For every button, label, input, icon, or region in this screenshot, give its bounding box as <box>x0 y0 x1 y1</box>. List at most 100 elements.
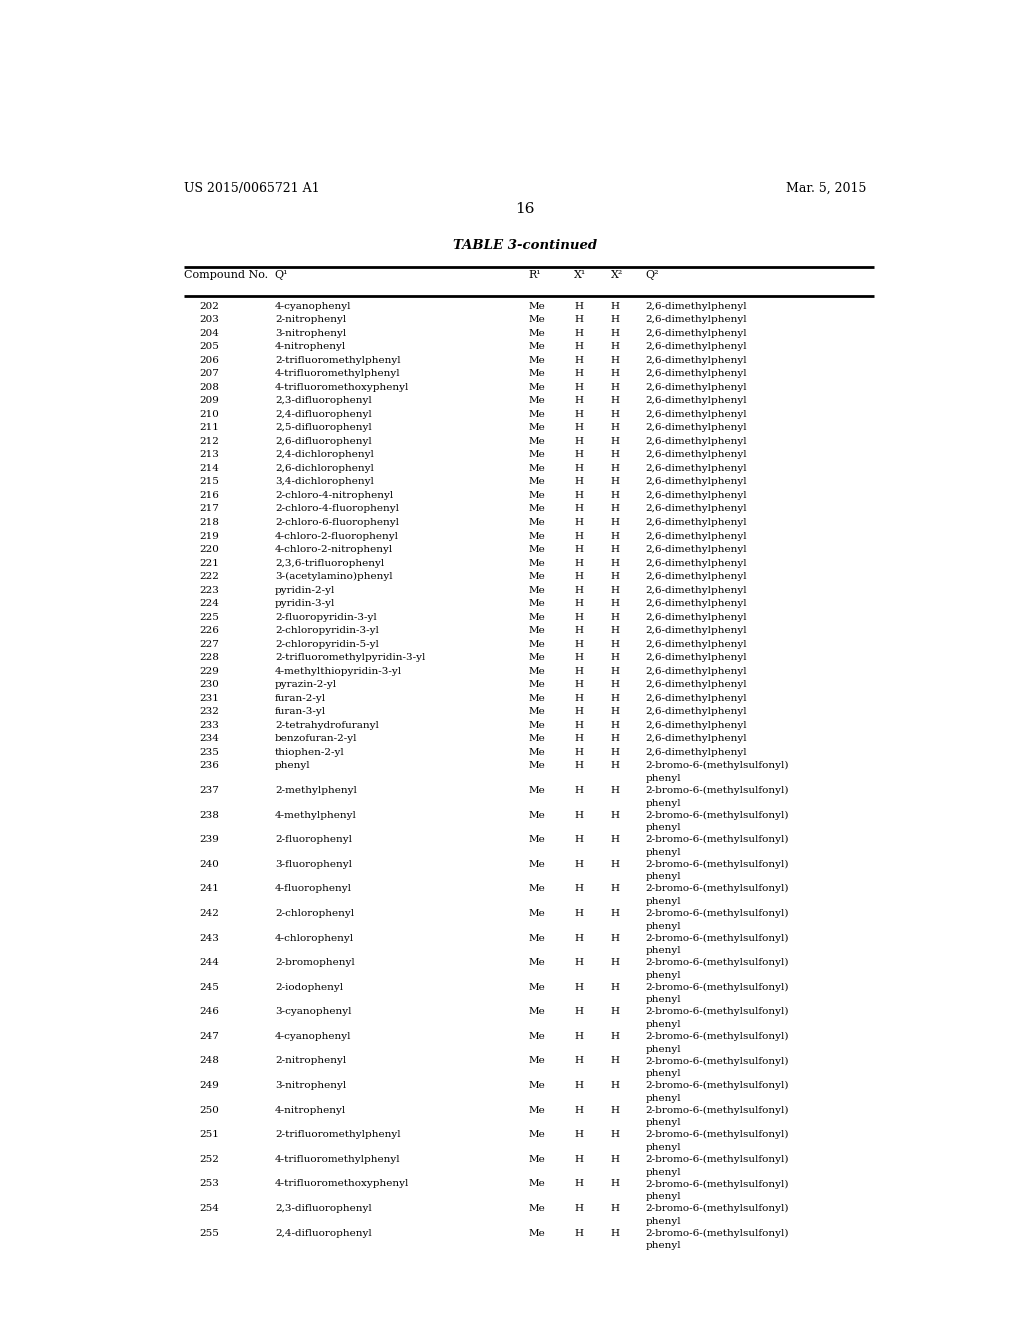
Text: 223: 223 <box>200 586 219 594</box>
Text: 238: 238 <box>200 810 219 820</box>
Text: H: H <box>574 694 583 702</box>
Text: H: H <box>610 1204 620 1213</box>
Text: Me: Me <box>528 640 546 648</box>
Text: 2-bromo-6-(methylsulfonyl): 2-bromo-6-(methylsulfonyl) <box>645 1007 788 1016</box>
Text: 215: 215 <box>200 478 219 487</box>
Text: phenyl: phenyl <box>645 1069 681 1078</box>
Text: 2,6-dimethylphenyl: 2,6-dimethylphenyl <box>645 599 748 609</box>
Text: Me: Me <box>528 612 546 622</box>
Text: 249: 249 <box>200 1081 219 1090</box>
Text: 2,3-difluorophenyl: 2,3-difluorophenyl <box>274 1204 372 1213</box>
Text: 2,6-dimethylphenyl: 2,6-dimethylphenyl <box>645 315 748 325</box>
Text: 4-trifluoromethylphenyl: 4-trifluoromethylphenyl <box>274 370 400 379</box>
Text: Me: Me <box>528 667 546 676</box>
Text: Me: Me <box>528 437 546 446</box>
Text: 2-chlorophenyl: 2-chlorophenyl <box>274 909 354 917</box>
Text: 225: 225 <box>200 612 219 622</box>
Text: phenyl: phenyl <box>645 824 681 832</box>
Text: 4-fluorophenyl: 4-fluorophenyl <box>274 884 352 894</box>
Text: 227: 227 <box>200 640 219 648</box>
Text: 236: 236 <box>200 762 219 771</box>
Text: H: H <box>574 1007 583 1016</box>
Text: 248: 248 <box>200 1056 219 1065</box>
Text: 4-trifluoromethoxyphenyl: 4-trifluoromethoxyphenyl <box>274 1180 410 1188</box>
Text: H: H <box>574 1155 583 1164</box>
Text: H: H <box>610 586 620 594</box>
Text: H: H <box>610 396 620 405</box>
Text: H: H <box>574 1081 583 1090</box>
Text: 2-chloro-4-nitrophenyl: 2-chloro-4-nitrophenyl <box>274 491 393 500</box>
Text: 4-chlorophenyl: 4-chlorophenyl <box>274 933 354 942</box>
Text: 2,6-dimethylphenyl: 2,6-dimethylphenyl <box>645 491 748 500</box>
Text: H: H <box>610 612 620 622</box>
Text: Me: Me <box>528 478 546 487</box>
Text: 209: 209 <box>200 396 219 405</box>
Text: H: H <box>610 785 620 795</box>
Text: H: H <box>610 342 620 351</box>
Text: H: H <box>610 1155 620 1164</box>
Text: 250: 250 <box>200 1106 219 1114</box>
Text: 2-bromo-6-(methylsulfonyl): 2-bromo-6-(methylsulfonyl) <box>645 1204 788 1213</box>
Text: H: H <box>574 626 583 635</box>
Text: H: H <box>574 517 583 527</box>
Text: 2,6-dimethylphenyl: 2,6-dimethylphenyl <box>645 437 748 446</box>
Text: 214: 214 <box>200 463 219 473</box>
Text: 2-bromo-6-(methylsulfonyl): 2-bromo-6-(methylsulfonyl) <box>645 958 788 968</box>
Text: 2,6-dimethylphenyl: 2,6-dimethylphenyl <box>645 680 748 689</box>
Text: 2-nitrophenyl: 2-nitrophenyl <box>274 1056 346 1065</box>
Text: phenyl: phenyl <box>645 946 681 956</box>
Text: 2-bromo-6-(methylsulfonyl): 2-bromo-6-(methylsulfonyl) <box>645 859 788 869</box>
Text: Me: Me <box>528 532 546 540</box>
Text: Me: Me <box>528 785 546 795</box>
Text: 246: 246 <box>200 1007 219 1016</box>
Text: 208: 208 <box>200 383 219 392</box>
Text: H: H <box>610 545 620 554</box>
Text: Me: Me <box>528 356 546 364</box>
Text: H: H <box>574 1106 583 1114</box>
Text: H: H <box>574 810 583 820</box>
Text: 211: 211 <box>200 424 219 433</box>
Text: 2-chloro-6-fluorophenyl: 2-chloro-6-fluorophenyl <box>274 517 398 527</box>
Text: H: H <box>610 748 620 756</box>
Text: 2,6-dimethylphenyl: 2,6-dimethylphenyl <box>645 342 748 351</box>
Text: 2,6-dimethylphenyl: 2,6-dimethylphenyl <box>645 302 748 310</box>
Text: phenyl: phenyl <box>274 762 310 771</box>
Text: 253: 253 <box>200 1180 219 1188</box>
Text: H: H <box>610 558 620 568</box>
Text: Me: Me <box>528 734 546 743</box>
Text: 2,6-dimethylphenyl: 2,6-dimethylphenyl <box>645 612 748 622</box>
Text: H: H <box>610 667 620 676</box>
Text: 2-bromo-6-(methylsulfonyl): 2-bromo-6-(methylsulfonyl) <box>645 884 788 894</box>
Text: H: H <box>610 884 620 894</box>
Text: 2-bromo-6-(methylsulfonyl): 2-bromo-6-(methylsulfonyl) <box>645 933 788 942</box>
Text: H: H <box>574 1204 583 1213</box>
Text: 2,6-dimethylphenyl: 2,6-dimethylphenyl <box>645 653 748 663</box>
Text: 2,4-difluorophenyl: 2,4-difluorophenyl <box>274 1229 372 1238</box>
Text: H: H <box>610 1056 620 1065</box>
Text: H: H <box>610 734 620 743</box>
Text: H: H <box>574 958 583 968</box>
Text: pyridin-3-yl: pyridin-3-yl <box>274 599 335 609</box>
Text: Me: Me <box>528 1204 546 1213</box>
Text: H: H <box>574 356 583 364</box>
Text: H: H <box>574 504 583 513</box>
Text: Me: Me <box>528 491 546 500</box>
Text: 2-bromo-6-(methylsulfonyl): 2-bromo-6-(methylsulfonyl) <box>645 1229 788 1238</box>
Text: H: H <box>610 721 620 730</box>
Text: benzofuran-2-yl: benzofuran-2-yl <box>274 734 357 743</box>
Text: 2-methylphenyl: 2-methylphenyl <box>274 785 356 795</box>
Text: 221: 221 <box>200 558 219 568</box>
Text: 2-bromo-6-(methylsulfonyl): 2-bromo-6-(methylsulfonyl) <box>645 1130 788 1139</box>
Text: H: H <box>574 1032 583 1041</box>
Text: 2,5-difluorophenyl: 2,5-difluorophenyl <box>274 424 372 433</box>
Text: 2,6-dimethylphenyl: 2,6-dimethylphenyl <box>645 572 748 581</box>
Text: 2,6-dimethylphenyl: 2,6-dimethylphenyl <box>645 586 748 594</box>
Text: 229: 229 <box>200 667 219 676</box>
Text: Me: Me <box>528 694 546 702</box>
Text: H: H <box>610 810 620 820</box>
Text: Me: Me <box>528 1032 546 1041</box>
Text: H: H <box>574 667 583 676</box>
Text: H: H <box>574 586 583 594</box>
Text: H: H <box>610 836 620 843</box>
Text: H: H <box>574 329 583 338</box>
